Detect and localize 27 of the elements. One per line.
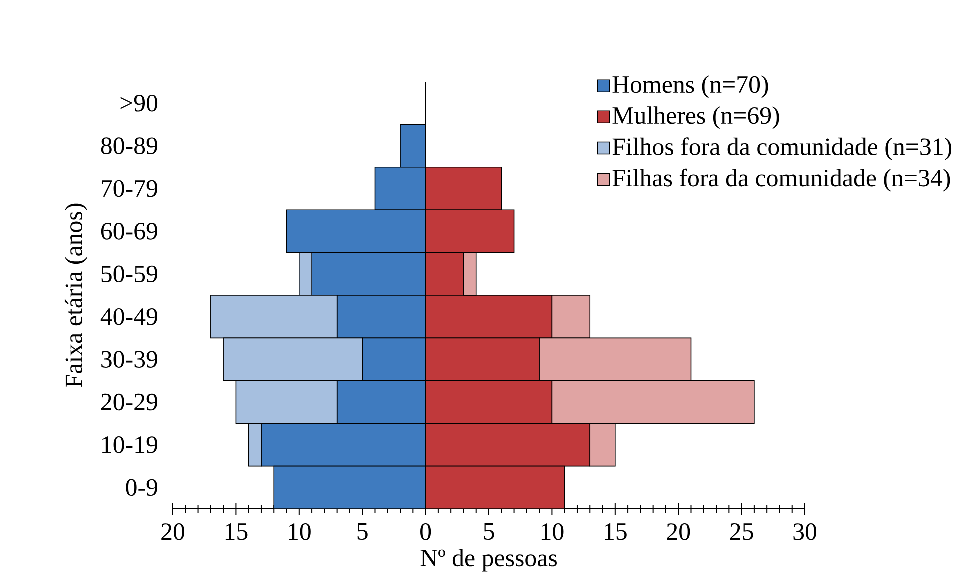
y-tick-label: 50-59 [102,266,158,283]
legend-label: Filhas fora da comunidade (n=34) [612,168,950,192]
y-tick-label: 40-49 [100,308,158,326]
y-tick-label: 10-19 [102,436,158,454]
x-tick-label: 20 [667,524,690,540]
x-axis-title: Nº de pessoas [420,549,557,572]
y-tick-label: 0-9 [126,479,158,496]
legend-label: Homens (n=70) [612,76,768,98]
x-tick-label: 30 [794,524,817,540]
x-tick-label: 10 [289,524,311,540]
x-tick-label: 25 [730,524,754,540]
x-tick-label: 15 [226,524,248,540]
y-axis-title: Faixa etária (anos) [64,204,88,388]
x-tick-label: 5 [358,523,368,540]
x-tick-label: 0 [420,524,432,540]
legend-label: Filhos fora da comunidade (n=31) [612,138,952,160]
y-tick-label: 80-89 [101,138,158,154]
y-tick-label: 20-29 [101,394,158,411]
x-tick-label: 10 [542,524,564,540]
y-tick-label: >90 [120,94,158,112]
x-tick-label: 20 [162,524,184,540]
x-tick-label: 15 [605,524,627,540]
legend-label: Mulheres (n=69) [612,106,780,130]
y-tick-label: 30-39 [102,351,158,368]
y-tick-label: 70-79 [102,180,158,198]
y-tick-label: 60-69 [101,223,158,240]
x-tick-label: 5 [484,523,494,540]
